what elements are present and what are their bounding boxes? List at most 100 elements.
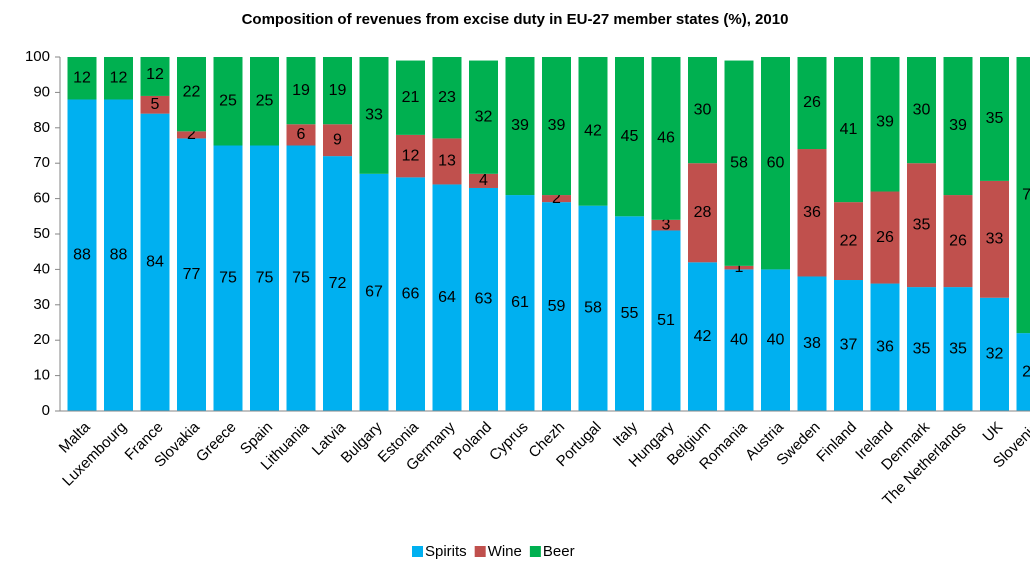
bar-segment [615,57,644,217]
bar-segment [104,99,133,411]
data-label: 12 [146,66,164,83]
x-tick-label: Italy [610,418,642,450]
data-label: 36 [803,204,821,221]
data-label: 23 [438,89,456,106]
bar-segment [797,149,827,277]
bar-segment [140,57,170,96]
legend-label: Wine [488,543,522,560]
bar-segment [688,57,717,164]
y-tick-label: 100 [25,48,50,65]
bar-segment [651,219,681,231]
data-label: 2 [552,190,561,207]
bar-segment [323,57,352,125]
bar-segment [286,124,316,146]
data-label: 12 [73,69,91,86]
bar-segment [469,173,498,188]
data-label: 25 [219,92,237,109]
x-tick-label: Poland [450,419,495,464]
bar-segment [177,138,206,411]
bar-segment [943,195,973,288]
bar-segment [578,57,608,206]
bar-segment [688,262,717,411]
x-tick-label: Cyprus [486,419,532,465]
data-label: 30 [913,101,931,118]
bar-segment [797,276,827,411]
bar-segment [1016,333,1030,411]
bar-segment [834,280,863,411]
bar-segment [469,187,498,411]
data-label: 38 [803,335,821,352]
bar-segment [359,173,389,411]
data-label: 12 [110,69,128,86]
legend-label: Beer [543,543,575,560]
bar-segment [286,57,316,125]
data-label: 32 [475,108,493,125]
bar-segment [651,230,681,411]
bar-segment [724,269,754,411]
bar-segment [834,202,863,281]
bar-segment [177,131,206,139]
bar-segment [870,283,900,411]
bar-segment [213,57,243,146]
bar-segment [980,57,1009,181]
y-tick-label: 0 [42,402,50,419]
data-label: 35 [986,110,1004,127]
data-label: 22 [840,232,858,249]
y-tick-label: 40 [33,260,50,277]
bar-segment [761,269,790,411]
bar-segment [943,57,973,196]
data-label: 45 [621,128,639,145]
data-label: 19 [292,82,310,99]
bar-segment [250,145,279,411]
chart-title: Composition of revenues from excise duty… [242,11,789,28]
bar-segment [651,57,681,220]
bar-segment [140,95,170,114]
data-label: 33 [365,107,383,124]
bar-segment [542,57,571,196]
bar-segment [432,138,462,185]
bar-segment [834,57,863,203]
data-label: 22 [183,84,201,101]
bar-segment [359,57,389,174]
data-label: 75 [256,269,274,286]
x-tick-label: UK [979,419,1006,446]
data-label: 51 [657,312,675,329]
legend-swatch [529,546,541,557]
y-tick-label: 50 [33,225,50,242]
bar-segment [907,287,936,411]
y-tick-label: 30 [33,296,50,313]
data-label: 72 [329,275,347,292]
data-label: 88 [73,246,91,263]
data-label: 28 [694,204,712,221]
y-tick-label: 80 [33,119,50,136]
data-label: 39 [511,117,529,134]
bar-segment [286,145,316,411]
data-label: 42 [694,328,712,345]
bar-segment [505,57,535,196]
bar-segment [980,180,1009,298]
y-tick-label: 60 [33,190,50,207]
data-label: 3 [662,216,671,233]
data-label: 6 [297,126,306,143]
bar-segment [67,99,97,411]
data-label: 63 [475,291,493,308]
data-label: 67 [365,284,383,301]
data-label: 21 [402,89,420,106]
bar-segment [396,60,425,135]
data-label: 78 [1022,186,1030,203]
plot-area: 88-1288-12845127722275-2575-257561972919… [67,57,1030,411]
bar-segment [870,191,900,284]
legend-swatch [474,546,486,557]
bar-segment [724,265,754,270]
data-label: 5 [151,96,160,113]
x-tick-label: Greece [193,419,240,466]
y-tick-label: 20 [33,331,50,348]
bar-segment [615,216,644,411]
data-label: 75 [219,269,237,286]
data-label: 39 [548,117,566,134]
data-label: 26 [949,232,967,249]
data-label: 36 [876,338,894,355]
bar-segment [140,113,170,411]
x-tick-label: Finland [813,419,860,466]
data-label: 9 [333,131,342,148]
